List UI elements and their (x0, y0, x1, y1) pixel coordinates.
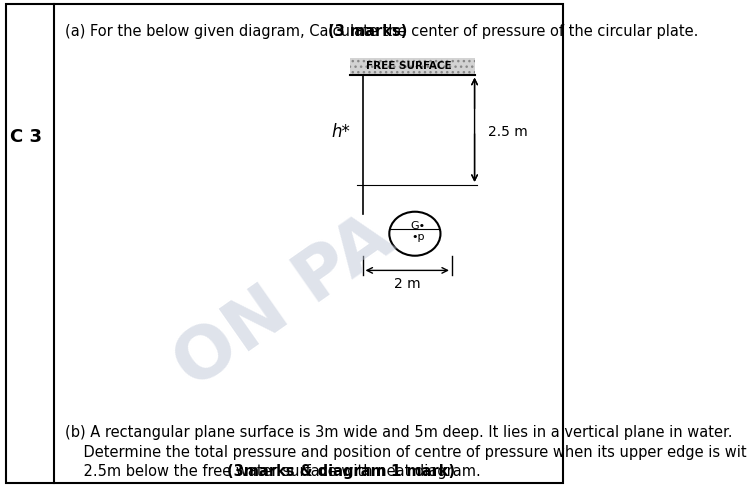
Text: C 3: C 3 (10, 128, 42, 145)
Text: Determine the total pressure and position of centre of pressure when its upper e: Determine the total pressure and positio… (65, 444, 747, 459)
Text: (3 marks): (3 marks) (329, 24, 408, 39)
Text: (3marks & diagram 1 mark): (3marks & diagram 1 mark) (227, 464, 456, 478)
Text: 2.5m below the free water surface with neat diagram.: 2.5m below the free water surface with n… (65, 464, 509, 478)
Text: •p: •p (411, 232, 424, 242)
Text: (b) A rectangular plane surface is 3m wide and 5m deep. It lies in a vertical pl: (b) A rectangular plane surface is 3m wi… (65, 425, 733, 439)
Bar (350, 59, 474, 76)
Text: G•: G• (410, 221, 425, 230)
Text: h*: h* (332, 123, 350, 141)
Text: FREE SURFACE: FREE SURFACE (366, 61, 452, 71)
Text: (a) For the below given diagram, Calculate the center of pressure of the circula: (a) For the below given diagram, Calcula… (65, 24, 704, 39)
Text: 2.5 m: 2.5 m (488, 125, 527, 139)
Text: ON PA: ON PA (162, 203, 406, 402)
Text: 2 m: 2 m (394, 276, 421, 290)
